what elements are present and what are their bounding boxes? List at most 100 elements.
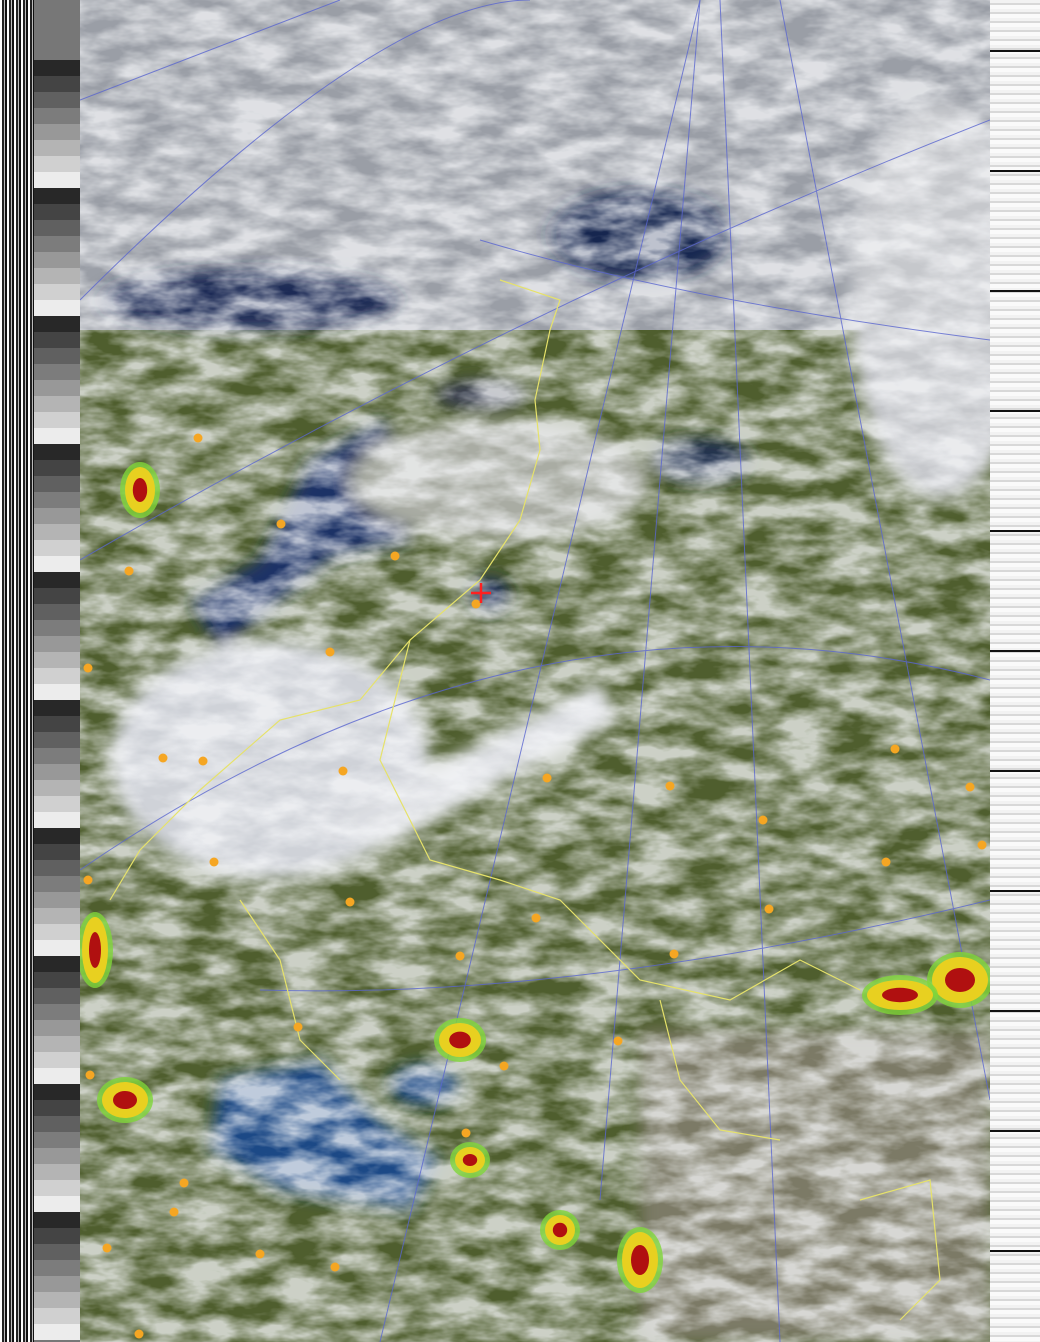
wedge-step [34,236,80,252]
wedge-step [34,1052,80,1068]
wedge-step [34,620,80,636]
city-marker-icon [255,1249,265,1259]
precip-heavy [552,1222,568,1238]
graticule-line [779,0,990,1101]
wedge-step [34,1004,80,1020]
city-marker-icon [613,1036,623,1046]
telemetry-tick [990,770,1040,772]
wedge-step [34,316,80,332]
city-marker-icon [83,875,93,885]
wedge-step [34,1100,80,1116]
city-marker-icon [881,857,891,867]
wedge-step [34,716,80,732]
wedge-step [34,764,80,780]
wedge-step [34,476,80,492]
telemetry-strip-left [0,0,80,1342]
satellite-image [80,0,990,1342]
wedge-step [34,892,80,908]
graticule-line [80,0,531,301]
wedge-step [34,1036,80,1052]
wedge-step [34,1212,80,1228]
sync-pattern [0,0,34,1342]
wedge-step [34,108,80,124]
city-marker-icon [764,904,774,914]
wedge-step [34,1164,80,1180]
city-marker-icon [758,815,768,825]
wedge-step [34,1180,80,1196]
graticule-line [80,119,990,561]
telemetry-tick [990,170,1040,172]
city-marker-icon [471,599,481,609]
wedge-step [34,1260,80,1276]
wedge-step [34,508,80,524]
country-borders [109,279,941,1321]
city-marker-icon [455,951,465,961]
wedge-step [34,1132,80,1148]
wedge-step [34,220,80,236]
city-marker-icon [169,1207,179,1217]
city-marker-icon [134,1329,144,1339]
wedge-step [34,1020,80,1036]
wedge-step [34,876,80,892]
wedge-step [34,636,80,652]
telemetry-tick [990,1250,1040,1252]
wedge-step [34,988,80,1004]
telemetry-tick [990,1010,1040,1012]
precip-heavy [89,932,101,968]
city-marker-icon [330,1262,340,1272]
wedge-step [34,348,80,364]
city-marker-icon [193,433,203,443]
wedge-step [34,428,80,444]
wedge-step [34,652,80,668]
wedge-step [34,572,80,588]
telemetry-tick [990,290,1040,292]
wedge-step [34,860,80,876]
wedge-step [34,188,80,204]
wedge-step [34,588,80,604]
wedge-step [34,460,80,476]
wedge-step [34,1148,80,1164]
precip-heavy [449,1031,471,1049]
city-marker-icon [198,756,208,766]
wedge-step [34,60,80,76]
city-marker-icon [531,913,541,923]
wedge-step [34,268,80,284]
wedge-step [34,1308,80,1324]
telemetry-tick [990,1130,1040,1132]
wedge-step [34,92,80,108]
city-marker-icon [102,1243,112,1253]
telemetry-tick [990,890,1040,892]
wedge-step [34,204,80,220]
wedge-step [34,780,80,796]
city-marker-icon [390,551,400,561]
precip-heavy [113,1091,137,1109]
city-marker-icon [669,949,679,959]
wedge-step [34,1196,80,1212]
graticule-line [80,646,990,871]
city-marker-icon [209,857,219,867]
wedge-step [34,396,80,412]
wedge-step [34,1116,80,1132]
wedge-step [34,796,80,812]
city-marker-icon [542,773,552,783]
wedge-step [34,444,80,460]
city-marker-icon [85,1070,95,1080]
wedge-step [34,540,80,556]
cloud-texture [80,0,990,1342]
wedge-step [34,668,80,684]
telemetry-tick [990,410,1040,412]
city-marker-icon [890,744,900,754]
telemetry-tick [990,530,1040,532]
wedge-step [34,812,80,828]
graticule-line [599,0,701,1201]
graticule [80,0,990,1342]
wedge-step [34,748,80,764]
telemetry-strip-right [990,0,1040,1342]
city-marker-icon [965,782,975,792]
graticule-line [479,239,990,341]
wedge-step [34,172,80,188]
wedge-step [34,732,80,748]
precip-heavy [945,968,975,992]
city-marker-icon [124,566,134,576]
wedge-step [34,332,80,348]
